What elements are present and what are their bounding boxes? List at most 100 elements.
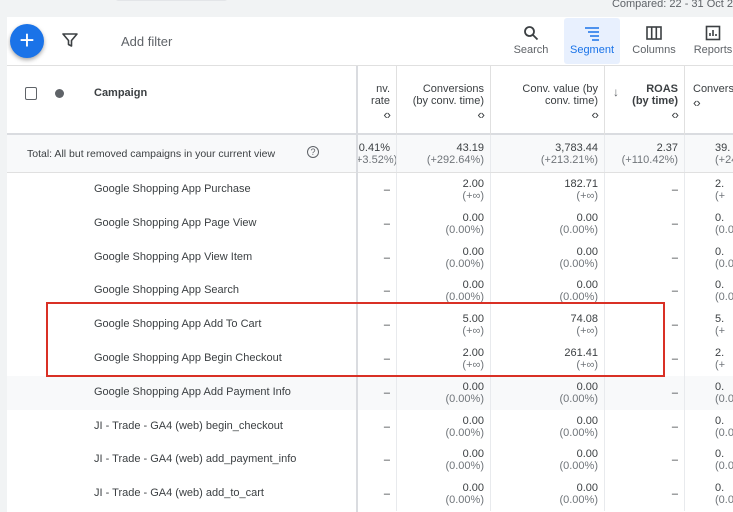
resize-column-icon[interactable]: ‹› [477,107,485,122]
metric-cell: 2.37 (+110.42%) [604,135,684,172]
table-row[interactable]: Google Shopping App Add To Cart –5.00 (+∞)… [7,308,733,343]
resize-column-icon[interactable]: ‹› [591,107,599,122]
metric-value: 0. [715,414,725,427]
metric-cell: 0.00 (0.00%) [490,443,604,478]
metric-value: 0. [715,279,725,292]
metric-value: 0.41% [358,142,390,154]
campaign-name-link[interactable]: JI - Trade - GA4 (web) begin_checkout [94,419,283,432]
metric-cell: 0.00 (0.00%) [490,409,604,444]
table-row[interactable]: Google Shopping App Begin Checkout –2.00(… [7,342,733,376]
metric-value: 0.00 [576,414,598,427]
table-row[interactable]: JI - Trade - GA4 (web) add_payment_info –… [7,443,733,478]
campaign-name-link[interactable]: Google Shopping App View Item [94,250,253,263]
metric-cell: 5.00 (+∞) [396,308,490,343]
reports-icon [705,25,721,41]
metric-value: 43.19 [456,142,484,154]
metric-value: 0. [715,448,725,461]
metric-value: – [383,285,390,298]
metric-change: (0.00 [715,257,733,270]
metric-value: 261.41 [564,347,598,359]
metric-value: – [383,184,390,196]
filter-icon[interactable] [62,32,78,48]
metric-value: 0.00 [462,380,484,393]
metric-cell: – [356,173,396,207]
metric-cell: 0.00 (0.00%) [490,274,604,309]
table-row[interactable]: JI - Trade - GA4 (web) begin_checkout – 0.… [7,409,733,444]
resize-column-icon[interactable]: ‹› [383,107,391,122]
metric-cell: 0.00 (0.00%) [396,206,490,241]
frozen-column-divider[interactable] [356,66,358,512]
metric-change: (+ [715,190,726,202]
metric-change: (0.00 [715,460,733,473]
metric-cell: 2.00 (+∞) [396,173,490,207]
campaign-name-link[interactable]: JI - Trade - GA4 (web) add_payment_info [94,453,297,466]
search-button[interactable]: Search [503,18,559,64]
column-header[interactable]: Conv. value (by conv. time) ‹› [490,66,604,135]
metric-value: – [383,251,390,264]
metric-value: 0. [715,211,725,224]
segment-button[interactable]: Segment [564,18,620,64]
select-all-checkbox[interactable] [25,87,37,100]
column-header[interactable]: ↓ ROAS (by time) ‹› [604,66,684,135]
metric-change: (0.00%) [445,223,484,236]
reports-button[interactable]: Reports [685,18,733,64]
date-chip[interactable] [115,0,228,1]
help-icon[interactable]: ? [307,146,319,158]
metric-cell: 0.41% +3.52%) [356,135,397,172]
metric-value: 2.00 [462,178,484,190]
metric-cell: 0.(0.00 [684,274,733,309]
metric-cell: – [604,274,684,309]
table-row[interactable]: Google Shopping App Add Payment Info – 0.0… [7,375,733,410]
metric-value: 39. [715,142,731,154]
metric-cell: 0.(0.00 [684,409,733,444]
table-row[interactable]: Google Shopping App Search –0.00 (0.00%) 0.… [7,274,733,309]
metric-cell: – [604,240,684,275]
campaign-name-link[interactable]: Google Shopping App Begin Checkout [94,352,282,364]
column-header[interactable]: Conversi ‹› [684,66,733,135]
metric-value: 0.00 [462,211,484,224]
metric-value: 2. [715,178,725,190]
metric-change: (+∞) [576,359,598,371]
table-row[interactable]: Google Shopping App View Item – 0.00 (0.00%… [7,240,733,275]
metric-value: 0.00 [462,482,484,495]
add-filter-input[interactable]: Add filter [121,34,173,49]
create-button[interactable]: + [10,24,44,58]
metric-change: (+∞) [462,190,484,202]
campaign-name-link[interactable]: JI - Trade - GA4 (web) add_to_cart [94,487,264,500]
campaign-name-link[interactable]: Google Shopping App Purchase [94,183,251,195]
metric-cell: 0.(0.00 [684,375,733,410]
metric-cell: – [356,410,396,444]
resize-column-icon[interactable]: ‹› [671,107,679,122]
metric-change: (0.00%) [559,257,598,270]
campaign-name-link[interactable]: Google Shopping App Add Payment Info [94,385,291,398]
metric-value: 2.37 [656,142,678,154]
resize-column-icon[interactable]: ‹› [693,95,701,110]
table-row[interactable]: JI - Trade - GA4 (web) add_to_cart –0.00(… [7,477,733,512]
metric-value: 0.00 [576,448,598,461]
metric-value: – [383,386,390,399]
table-row[interactable]: Google Shopping App Purchase –2.00 (+∞) 182… [7,173,733,207]
campaign-name-link[interactable]: Google Shopping App Search [94,284,239,297]
metric-value: – [671,184,678,196]
segment-icon [585,27,599,41]
metric-value: 0.00 [576,279,598,292]
campaign-header[interactable]: Campaign [94,87,148,99]
metric-value: 0.00 [462,245,484,258]
search-icon [524,26,539,41]
metric-cell: 2.00 (+∞) [396,342,490,376]
metric-cell: 39.(+244.65 [684,135,733,172]
campaign-name-link[interactable]: Google Shopping App Add To Cart [94,318,262,331]
campaign-name-link[interactable]: Google Shopping App Page View [94,216,257,229]
metric-value: 0.00 [576,482,598,495]
metric-cell: – [604,375,684,410]
columns-button[interactable]: Columns [626,18,682,64]
column-header[interactable]: Conversions (by conv. time) ‹› [396,66,490,135]
metric-change: (0.00%) [559,460,598,473]
metric-change: (+∞) [576,325,598,338]
metric-value: 0. [715,482,725,495]
table-row[interactable]: Google Shopping App Page View –0.00 (0.00%… [7,206,733,241]
column-header-label: Conversions (by conv. time) [412,83,484,107]
status-dot-icon [55,89,64,98]
metric-cell: – [356,241,396,275]
column-header[interactable]: nv. rate ‹› [356,66,396,135]
